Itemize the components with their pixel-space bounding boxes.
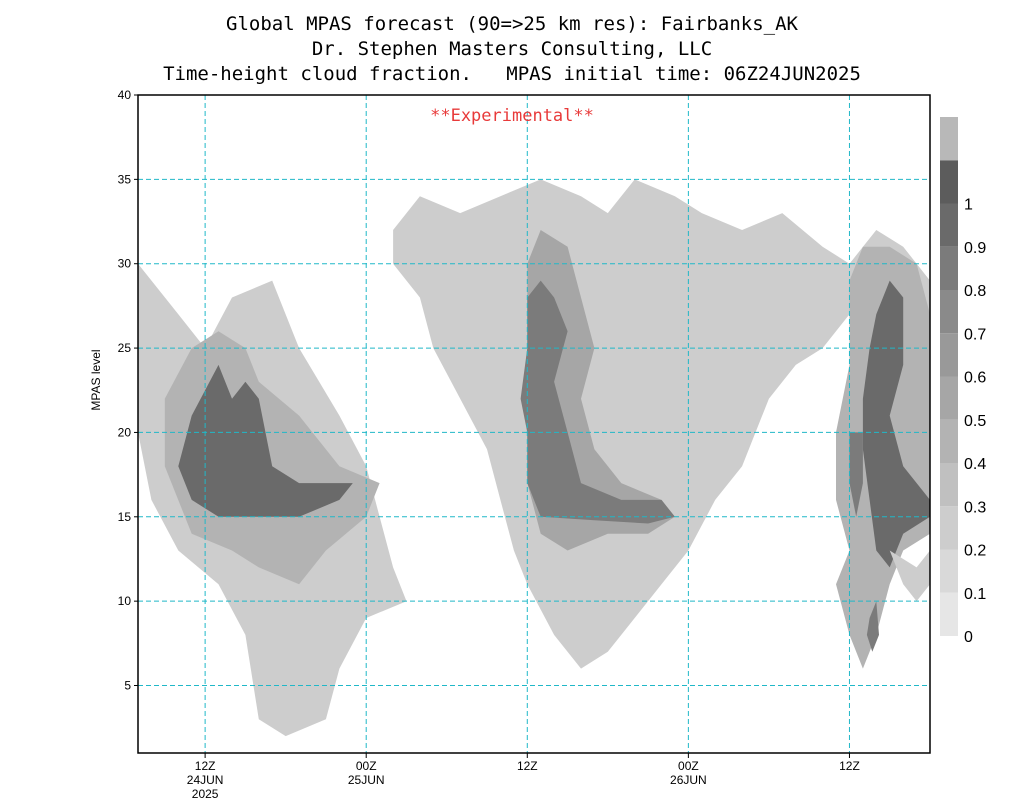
colorbar-label: 0.9 [964, 240, 986, 257]
cloud-light-3 [889, 550, 930, 602]
x-tick-label: 12Z [517, 759, 538, 773]
colorbar: 0 0.1 0.2 0.3 0.4 0.5 0.6 0.7 0.8 0.9 1 [940, 117, 986, 646]
experimental-annotation: **Experimental** [430, 106, 594, 126]
x-tick-label: 12Z [195, 759, 216, 773]
y-tick-label: 40 [118, 88, 132, 102]
colorbar-swatch [940, 592, 958, 636]
x-tick-date: 26JUN [670, 773, 707, 787]
colorbar-swatch [940, 117, 958, 161]
cloud-dark-3 [862, 280, 930, 568]
x-tick-label: 12Z [839, 759, 860, 773]
colorbar-label: 0.3 [964, 499, 986, 516]
title-line-1: Global MPAS forecast (90=>25 km res): Fa… [226, 13, 798, 35]
colorbar-swatch [940, 549, 958, 593]
colorbar-label: 0.1 [964, 586, 986, 603]
y-tick-label: 35 [118, 172, 132, 186]
cloud-dark-4 [849, 432, 863, 517]
chart-title-block: Global MPAS forecast (90=>25 km res): Fa… [0, 12, 1024, 87]
colorbar-swatch [940, 290, 958, 334]
y-tick-label: 10 [118, 594, 132, 608]
y-tick-label: 30 [118, 257, 132, 271]
title-line-3: Time-height cloud fraction. MPAS initial… [163, 63, 861, 85]
colorbar-swatch [940, 463, 958, 507]
colorbar-label: 0.7 [964, 326, 986, 343]
x-tick-label: 00Z [356, 759, 377, 773]
cloud-dark-1 [178, 364, 353, 517]
cloud-dark-5 [866, 601, 879, 652]
colorbar-label: 0.2 [964, 543, 986, 560]
colorbar-swatch [940, 333, 958, 377]
title-line-2: Dr. Stephen Masters Consulting, LLC [311, 38, 713, 60]
colorbar-label: 0.6 [964, 370, 986, 387]
x-tick-year: 2025 [192, 787, 219, 800]
y-tick-label: 25 [118, 341, 132, 355]
colorbar-swatch [940, 419, 958, 463]
colorbar-label: 0.8 [964, 283, 986, 300]
y-tick-label: 15 [118, 510, 132, 524]
plot-frame [137, 94, 931, 754]
colorbar-label: 0 [964, 629, 973, 646]
y-axis: 5 10 15 20 25 30 35 40 [118, 88, 138, 693]
y-axis-label: MPAS level [89, 349, 103, 410]
y-tick-label: 5 [124, 679, 131, 693]
colorbar-swatch [940, 376, 958, 420]
x-tick-date: 24JUN [187, 773, 224, 787]
colorbar-swatch [940, 246, 958, 290]
colorbar-swatch [940, 506, 958, 550]
cloud-dark-2 [520, 280, 675, 524]
colorbar-swatch [940, 160, 958, 204]
x-tick-date: 25JUN [348, 773, 385, 787]
colorbar-label: 1 [964, 197, 973, 214]
grid-lines [138, 95, 930, 753]
colorbar-label: 0.4 [964, 456, 986, 473]
y-tick-label: 20 [118, 425, 132, 439]
colorbar-swatch [940, 203, 958, 247]
colorbar-label: 0.5 [964, 413, 986, 430]
cloud-fraction-field [138, 179, 930, 737]
x-tick-label: 00Z [678, 759, 699, 773]
